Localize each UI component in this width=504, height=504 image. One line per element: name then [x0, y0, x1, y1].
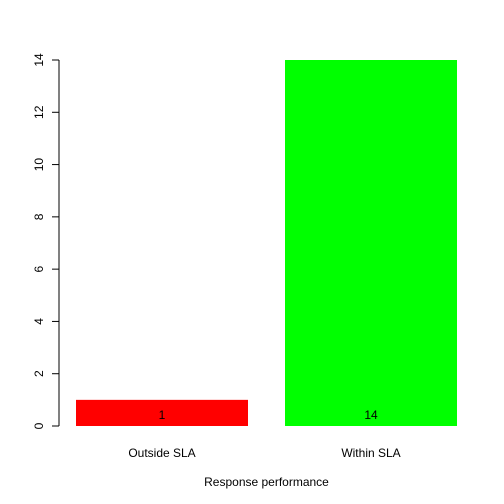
bar-value-label: 14: [364, 408, 378, 422]
y-tick-label: 10: [32, 158, 46, 172]
category-labels: Outside SLA Within SLA: [128, 446, 400, 460]
y-tick-label: 4: [32, 318, 46, 325]
bars-group: 1 14: [76, 60, 457, 426]
y-tick-label: 6: [32, 265, 46, 272]
bar-within-sla: [285, 60, 457, 426]
y-axis: 0 2 4 6 8 10 12 14: [32, 53, 60, 429]
bar-value-label: 1: [159, 408, 166, 422]
category-label: Within SLA: [341, 446, 400, 460]
y-tick-label: 0: [32, 422, 46, 429]
y-tick-label: 14: [32, 53, 46, 67]
category-label: Outside SLA: [128, 446, 195, 460]
y-tick-label: 12: [32, 105, 46, 119]
bar-outside-sla: [76, 399, 248, 426]
x-axis-title: Response performance: [204, 475, 329, 489]
y-tick-label: 8: [32, 213, 46, 220]
y-tick-label: 2: [32, 370, 46, 377]
